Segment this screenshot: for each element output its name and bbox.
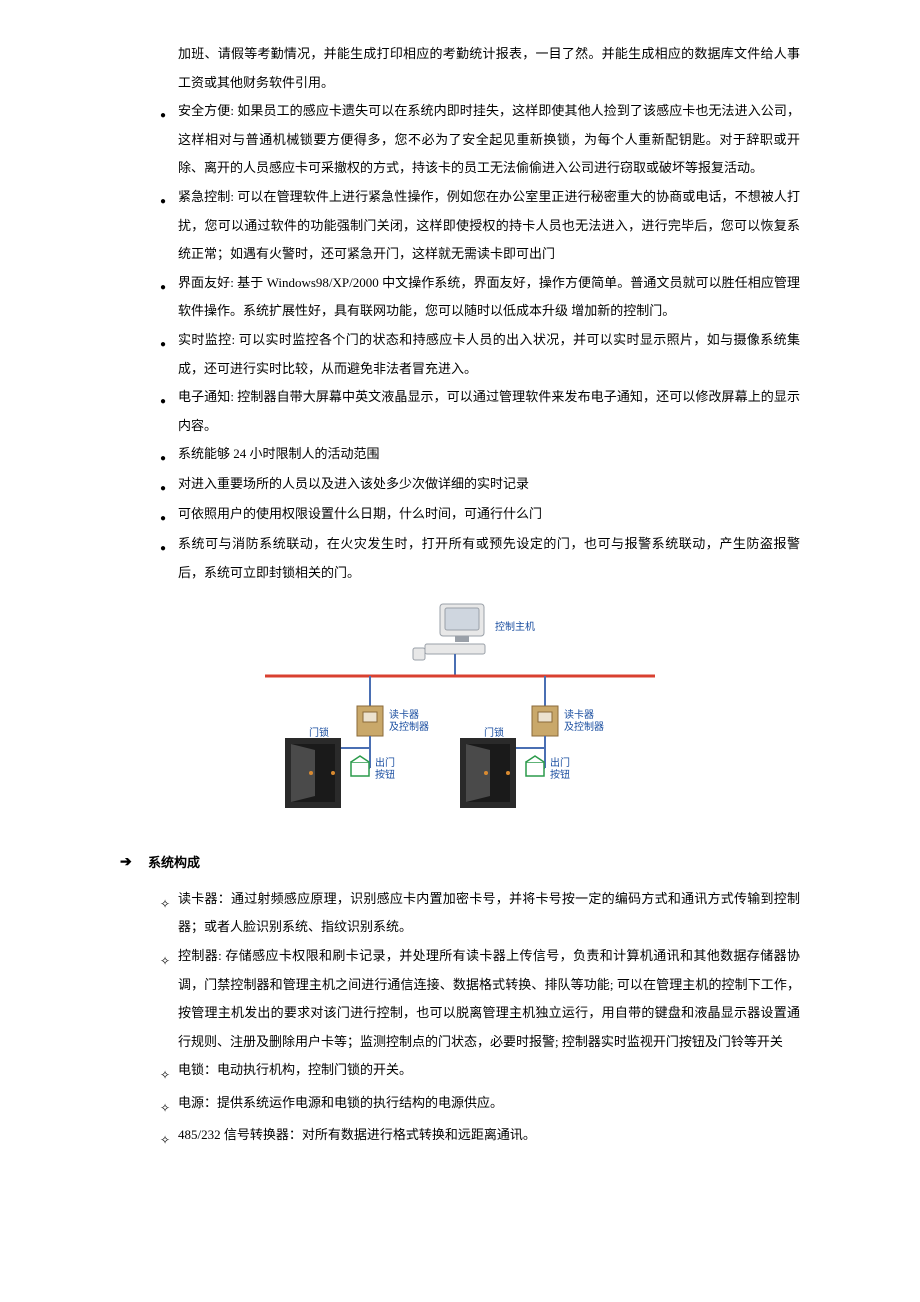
reader-label-line2: 及控制器 bbox=[389, 720, 429, 733]
door-icon bbox=[285, 738, 341, 808]
bullet-text: 实时监控: 可以实时监控各个门的状态和持感应卡人员的出入状况，并可以实时显示照片… bbox=[178, 326, 800, 383]
component-text: 读卡器：通过射频感应原理，识别感应卡内置加密卡号，并将卡号按一定的编码方式和通讯… bbox=[178, 885, 800, 942]
exit-label-line2: 按钮 bbox=[375, 768, 395, 781]
reader-label-line1: 读卡器 bbox=[389, 708, 419, 721]
bullet-icon: ● bbox=[160, 326, 178, 356]
diamond-icon: ✧ bbox=[160, 1089, 178, 1121]
diamond-icon: ✧ bbox=[160, 885, 178, 917]
bullet-text: 对进入重要场所的人员以及进入该处多少次做详细的实时记录 bbox=[178, 470, 800, 499]
door-icon bbox=[460, 738, 516, 808]
bullet-item: ● 紧急控制: 可以在管理软件上进行紧急性操作，例如您在办公室里正进行秘密重大的… bbox=[160, 183, 800, 269]
section-title: 系统构成 bbox=[148, 849, 200, 878]
bullet-text: 界面友好: 基于 Windows98/XP/2000 中文操作系统，界面友好，操… bbox=[178, 269, 800, 326]
bullet-item: ● 电子通知: 控制器自带大屏幕中英文液晶显示，可以通过管理软件来发布电子通知，… bbox=[160, 383, 800, 440]
component-item: ✧ 读卡器：通过射频感应原理，识别感应卡内置加密卡号，并将卡号按一定的编码方式和… bbox=[160, 885, 800, 942]
continued-paragraph: 加班、请假等考勤情况，并能生成打印相应的考勤统计报表，一目了然。并能生成相应的数… bbox=[178, 40, 800, 97]
exit-button-icon bbox=[351, 756, 369, 776]
bullet-text: 系统能够 24 小时限制人的活动范围 bbox=[178, 440, 800, 469]
exit-label-line1: 出门 bbox=[550, 756, 570, 769]
document-page: 加班、请假等考勤情况，并能生成打印相应的考勤统计报表，一目了然。并能生成相应的数… bbox=[0, 0, 920, 1214]
component-text: 485/232 信号转换器：对所有数据进行格式转换和远距离通讯。 bbox=[178, 1121, 800, 1150]
bullet-item: ● 安全方便: 如果员工的感应卡遗失可以在系统内即时挂失，这样即使其他人捡到了该… bbox=[160, 97, 800, 183]
bullet-icon: ● bbox=[160, 500, 178, 530]
bullet-icon: ● bbox=[160, 383, 178, 413]
component-text: 电锁：电动执行机构，控制门锁的开关。 bbox=[178, 1056, 800, 1085]
component-text: 电源：提供系统运作电源和电锁的执行结构的电源供应。 bbox=[178, 1089, 800, 1118]
bullet-item: ● 对进入重要场所的人员以及进入该处多少次做详细的实时记录 bbox=[160, 470, 800, 500]
diagram-svg: 控制主机 读卡器 及控制器 门锁 bbox=[255, 598, 665, 828]
door-label: 门锁 bbox=[309, 726, 329, 739]
bullet-text: 电子通知: 控制器自带大屏幕中英文液晶显示，可以通过管理软件来发布电子通知，还可… bbox=[178, 383, 800, 440]
left-branch: 读卡器 及控制器 门锁 bbox=[285, 676, 429, 808]
component-item: ✧ 电锁：电动执行机构，控制门锁的开关。 bbox=[160, 1056, 800, 1088]
section-heading: ➔ 系统构成 bbox=[120, 848, 800, 879]
bullet-icon: ● bbox=[160, 530, 178, 560]
host-computer-icon bbox=[413, 604, 485, 660]
exit-label-line2: 按钮 bbox=[550, 768, 570, 781]
right-branch: 读卡器 及控制器 门锁 出门 按钮 bbox=[460, 676, 604, 808]
diamond-icon: ✧ bbox=[160, 1056, 178, 1088]
component-text: 控制器: 存储感应卡权限和刷卡记录，并处理所有读卡器上传信号，负责和计算机通讯和… bbox=[178, 942, 800, 1056]
reader-label-line1: 读卡器 bbox=[564, 708, 594, 721]
reader-label-line2: 及控制器 bbox=[564, 720, 604, 733]
bullet-text: 系统可与消防系统联动，在火灾发生时，打开所有或预先设定的门，也可与报警系统联动，… bbox=[178, 530, 800, 587]
door-label: 门锁 bbox=[484, 726, 504, 739]
bullet-item: ● 可依照用户的使用权限设置什么日期，什么时间，可通行什么门 bbox=[160, 500, 800, 530]
exit-label-line1: 出门 bbox=[375, 756, 395, 769]
diamond-icon: ✧ bbox=[160, 1121, 178, 1153]
bullet-icon: ● bbox=[160, 97, 178, 127]
bullet-text: 安全方便: 如果员工的感应卡遗失可以在系统内即时挂失，这样即使其他人捡到了该感应… bbox=[178, 97, 800, 183]
bullet-item: ● 系统可与消防系统联动，在火灾发生时，打开所有或预先设定的门，也可与报警系统联… bbox=[160, 530, 800, 587]
bullet-icon: ● bbox=[160, 470, 178, 500]
bullet-icon: ● bbox=[160, 269, 178, 299]
bullet-item: ● 系统能够 24 小时限制人的活动范围 bbox=[160, 440, 800, 470]
bullet-text: 可依照用户的使用权限设置什么日期，什么时间，可通行什么门 bbox=[178, 500, 800, 529]
component-item: ✧ 485/232 信号转换器：对所有数据进行格式转换和远距离通讯。 bbox=[160, 1121, 800, 1153]
bullet-icon: ● bbox=[160, 440, 178, 470]
system-diagram: 控制主机 读卡器 及控制器 门锁 bbox=[255, 598, 665, 839]
component-item: ✧ 电源：提供系统运作电源和电锁的执行结构的电源供应。 bbox=[160, 1089, 800, 1121]
exit-button-icon bbox=[526, 756, 544, 776]
bullet-text: 紧急控制: 可以在管理软件上进行紧急性操作，例如您在办公室里正进行秘密重大的协商… bbox=[178, 183, 800, 269]
diamond-icon: ✧ bbox=[160, 942, 178, 974]
component-item: ✧ 控制器: 存储感应卡权限和刷卡记录，并处理所有读卡器上传信号，负责和计算机通… bbox=[160, 942, 800, 1056]
bullet-item: ● 实时监控: 可以实时监控各个门的状态和持感应卡人员的出入状况，并可以实时显示… bbox=[160, 326, 800, 383]
arrow-icon: ➔ bbox=[120, 848, 148, 879]
host-label: 控制主机 bbox=[495, 620, 535, 633]
bullet-item: ● 界面友好: 基于 Windows98/XP/2000 中文操作系统，界面友好… bbox=[160, 269, 800, 326]
bullet-icon: ● bbox=[160, 183, 178, 213]
